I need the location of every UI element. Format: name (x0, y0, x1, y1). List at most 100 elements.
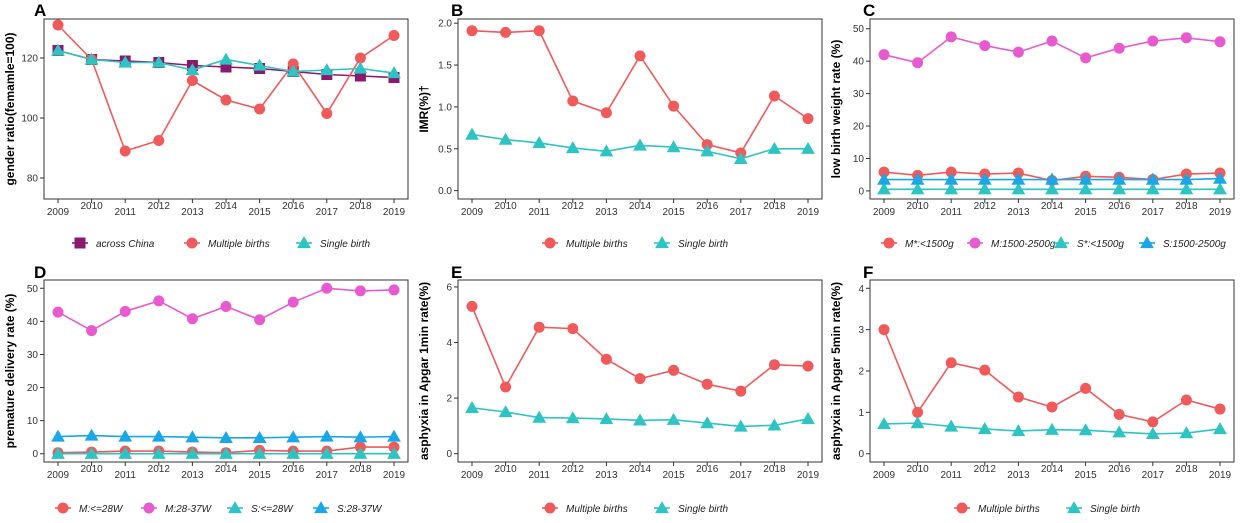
x-tick-label: 2012 (562, 201, 585, 212)
data-point (353, 61, 368, 74)
x-tick-label: 2009 (873, 470, 896, 481)
y-tick-label: 3 (858, 325, 864, 336)
data-point (912, 57, 924, 69)
data-point (353, 446, 368, 459)
data-point (634, 373, 646, 385)
x-tick-label: 2019 (1209, 207, 1232, 218)
x-tick-label: 2017 (316, 470, 339, 481)
data-point (668, 364, 680, 376)
data-point (1113, 42, 1125, 54)
data-point (877, 172, 891, 185)
x-tick-label: 2014 (1041, 464, 1064, 475)
data-point (1046, 401, 1058, 413)
y-tick-label: 120 (21, 54, 38, 65)
y-tick-label: 4 (446, 338, 452, 349)
y-tick-label: 20 (27, 383, 39, 394)
data-point (86, 325, 98, 337)
data-point (118, 55, 133, 68)
data-point (498, 405, 513, 418)
data-point (1011, 172, 1026, 185)
data-point (1145, 182, 1160, 195)
data-point (910, 182, 925, 195)
data-point (153, 135, 165, 146)
data-point (600, 107, 612, 119)
x-tick-label: 2013 (595, 470, 618, 481)
y-tick-label: 20 (853, 122, 865, 133)
x-tick-label: 2014 (629, 464, 652, 475)
x-tick-label: 2010 (80, 201, 103, 212)
data-point (1080, 382, 1092, 394)
legend: M*:<1500g M:1500-2500g S*:<1500g S:1500-250… (881, 236, 1226, 250)
data-point (1011, 424, 1026, 437)
data-point (768, 359, 780, 371)
panel-label: A (34, 1, 46, 20)
data-point (466, 25, 478, 37)
x-tick-label: 2010 (906, 464, 929, 475)
data-point (979, 364, 991, 376)
x-tick-label: 2013 (595, 207, 618, 218)
data-point (52, 306, 64, 318)
legend-label: Multiple births (566, 239, 628, 250)
x-tick-label: 2013 (1007, 207, 1030, 218)
data-point (1179, 172, 1194, 185)
panel-f: F 0 1 2 3 4 2009 2010 2011 2012 2013 2014 2015 2016 20… (829, 263, 1235, 515)
legend-label: S:<=28W (251, 504, 294, 515)
x-tick-label: 2012 (148, 201, 171, 212)
x-tick-label: 2013 (181, 470, 204, 481)
x-tick-label: 2011 (528, 207, 550, 218)
x-tick-label: 2013 (1007, 470, 1030, 481)
data-point (1112, 172, 1127, 185)
x-tick-label: 2011 (940, 470, 962, 481)
data-point (565, 141, 580, 154)
y-tick-label: 4 (858, 284, 864, 295)
data-point (286, 64, 301, 77)
panel-c: C 0 10 20 30 40 50 2009 2010 2011 2012 2013 2014 2015… (829, 1, 1235, 250)
x-tick-label: 2014 (215, 464, 238, 475)
legend-label: M:28-37W (165, 504, 213, 515)
y-tick-label: 0 (858, 186, 864, 197)
data-point (565, 411, 580, 424)
x-tick-label: 2015 (248, 470, 271, 481)
y-tick-label: 0.5 (438, 144, 452, 155)
legend-key-marker (1140, 236, 1154, 249)
x-tick-label: 2017 (730, 470, 753, 481)
data-point (84, 52, 99, 65)
data-point (878, 166, 890, 178)
data-point (185, 446, 200, 459)
data-point (1045, 422, 1059, 435)
data-point (767, 141, 782, 154)
x-tick-label: 2013 (181, 207, 204, 218)
data-point (286, 430, 301, 443)
data-point (254, 103, 266, 115)
data-point (1147, 35, 1159, 47)
legend-key-marker (655, 236, 669, 249)
y-tick-label: 30 (853, 89, 865, 100)
data-point (977, 172, 992, 185)
x-tick-label: 2018 (763, 201, 786, 212)
data-point (532, 410, 547, 423)
legend: Multiple births Single birth (954, 501, 1140, 515)
data-point (151, 55, 166, 68)
x-tick-label: 2009 (47, 470, 70, 481)
data-point (533, 321, 545, 333)
data-point (465, 400, 479, 413)
data-point (1213, 182, 1227, 195)
data-point (1214, 36, 1226, 48)
data-point (185, 63, 200, 76)
x-tick-label: 2015 (1074, 470, 1097, 481)
y-tick-label: 40 (27, 317, 39, 328)
data-point (84, 446, 99, 459)
data-point (599, 144, 614, 157)
data-point (319, 446, 334, 459)
legend-label: Multiple births (566, 504, 628, 515)
data-point (1145, 426, 1160, 440)
x-tick-label: 2019 (1209, 470, 1232, 481)
data-point (219, 52, 233, 65)
x-tick-label: 2016 (696, 201, 719, 212)
x-tick-label: 2015 (1074, 207, 1097, 218)
x-tick-label: 2010 (494, 464, 517, 475)
data-point (945, 31, 957, 43)
y-tick-label: 1 (858, 408, 864, 419)
data-point (220, 61, 232, 73)
